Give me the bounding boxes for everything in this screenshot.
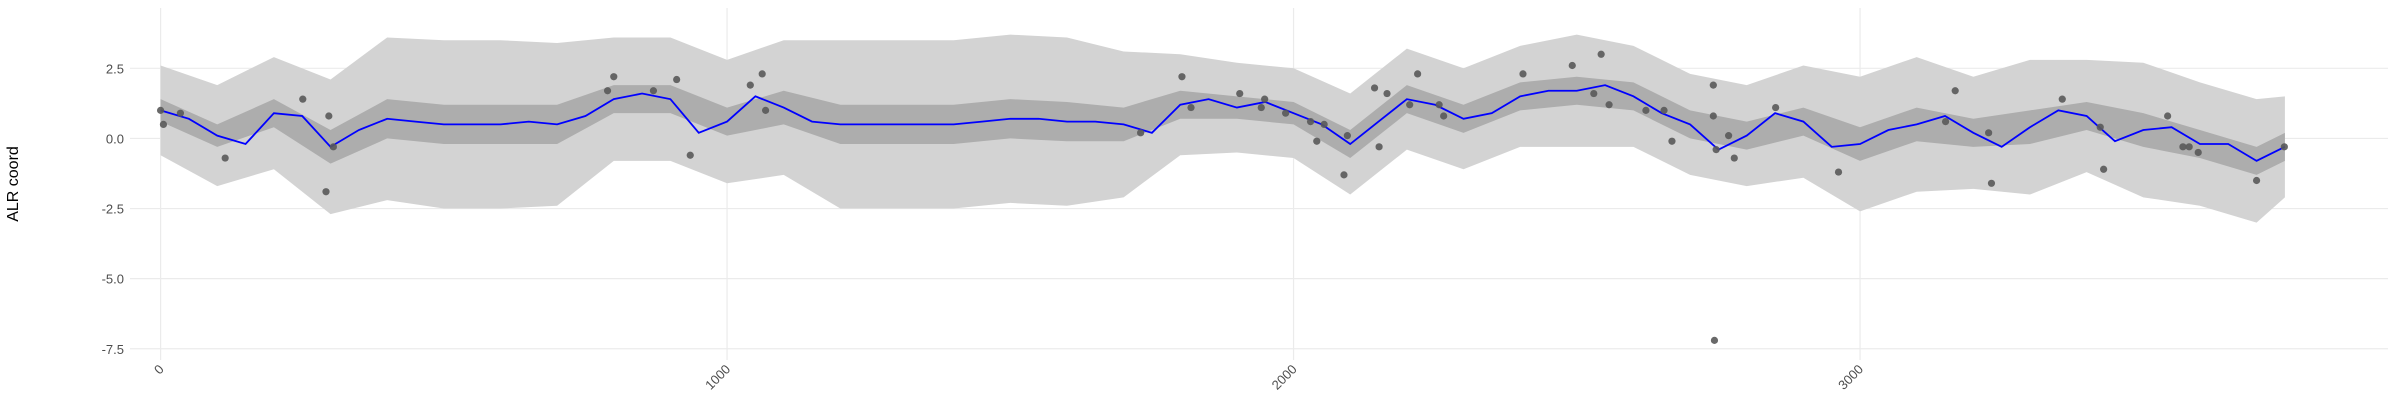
data-point <box>1772 103 1780 112</box>
data-point <box>1985 129 1993 137</box>
data-point <box>1710 336 1719 344</box>
data-point <box>176 109 185 117</box>
y-tick-label: -7.5 <box>102 342 124 357</box>
confidence-band <box>160 76 2285 175</box>
data-point <box>1568 61 1576 70</box>
data-point <box>1597 50 1605 58</box>
y-axis-title: ALR coord <box>5 146 22 222</box>
data-point <box>746 81 754 89</box>
data-point <box>329 143 337 151</box>
data-point <box>2164 112 2172 120</box>
data-point <box>2096 123 2104 131</box>
data-point <box>1261 95 1269 103</box>
data-point <box>1313 137 1321 145</box>
trend-line <box>160 84 2286 162</box>
data-point <box>1340 171 1348 179</box>
data-point <box>1519 70 1527 78</box>
data-point <box>1440 112 1448 120</box>
data-point <box>1383 89 1391 98</box>
data-point <box>1343 132 1351 140</box>
y-tick-label: 0.0 <box>106 131 124 146</box>
data-point <box>2185 143 2193 151</box>
data-point <box>159 120 168 128</box>
data-point <box>1257 103 1265 112</box>
data-point <box>758 70 766 78</box>
data-point <box>1642 106 1650 114</box>
data-point <box>673 75 681 84</box>
data-point <box>2100 165 2108 173</box>
data-point <box>2280 143 2288 151</box>
data-point <box>1730 154 1738 162</box>
data-point <box>1951 87 1959 95</box>
data-point <box>2194 148 2202 157</box>
data-point <box>1282 109 1290 117</box>
y-tick-label: -5.0 <box>102 272 124 287</box>
data-point <box>649 87 658 95</box>
data-point <box>1668 137 1676 145</box>
data-point <box>1941 117 1950 126</box>
data-point <box>1435 101 1443 109</box>
data-point <box>1306 117 1315 126</box>
data-point <box>1834 168 1843 176</box>
data-point <box>1236 89 1244 98</box>
x-tick-label: 2000 <box>1269 362 1300 393</box>
data-point <box>1605 101 1613 109</box>
data-point <box>1709 81 1717 89</box>
data-point <box>1187 103 1195 112</box>
data-point <box>1406 101 1414 109</box>
data-point <box>2252 176 2261 185</box>
x-tick-label: 1000 <box>702 362 733 393</box>
data-point <box>1725 132 1733 140</box>
data-point <box>1370 84 1379 92</box>
data-point <box>2058 95 2066 103</box>
confidence-band <box>160 34 2285 223</box>
data-point <box>761 106 770 114</box>
data-point <box>2179 143 2187 151</box>
data-point <box>603 87 612 95</box>
data-point <box>156 106 165 114</box>
data-point <box>1712 146 1720 154</box>
data-point <box>1660 106 1668 114</box>
data-point <box>1709 112 1717 120</box>
data-point <box>1590 89 1598 98</box>
data-point <box>610 73 618 81</box>
data-point <box>1414 70 1422 78</box>
y-tick-label: -2.5 <box>102 202 124 217</box>
data-point <box>325 112 333 120</box>
data-point <box>299 95 307 103</box>
data-point <box>1320 120 1328 128</box>
data-point <box>1375 143 1383 151</box>
data-point <box>1137 129 1145 137</box>
data-point <box>221 154 229 162</box>
data-point <box>322 188 330 196</box>
data-point <box>1178 73 1186 81</box>
data-point <box>686 151 694 159</box>
x-tick-label: 3000 <box>1835 362 1866 393</box>
y-tick-label: 2.5 <box>106 61 124 76</box>
data-point <box>1987 179 1996 187</box>
x-tick-label: 0 <box>151 362 167 378</box>
